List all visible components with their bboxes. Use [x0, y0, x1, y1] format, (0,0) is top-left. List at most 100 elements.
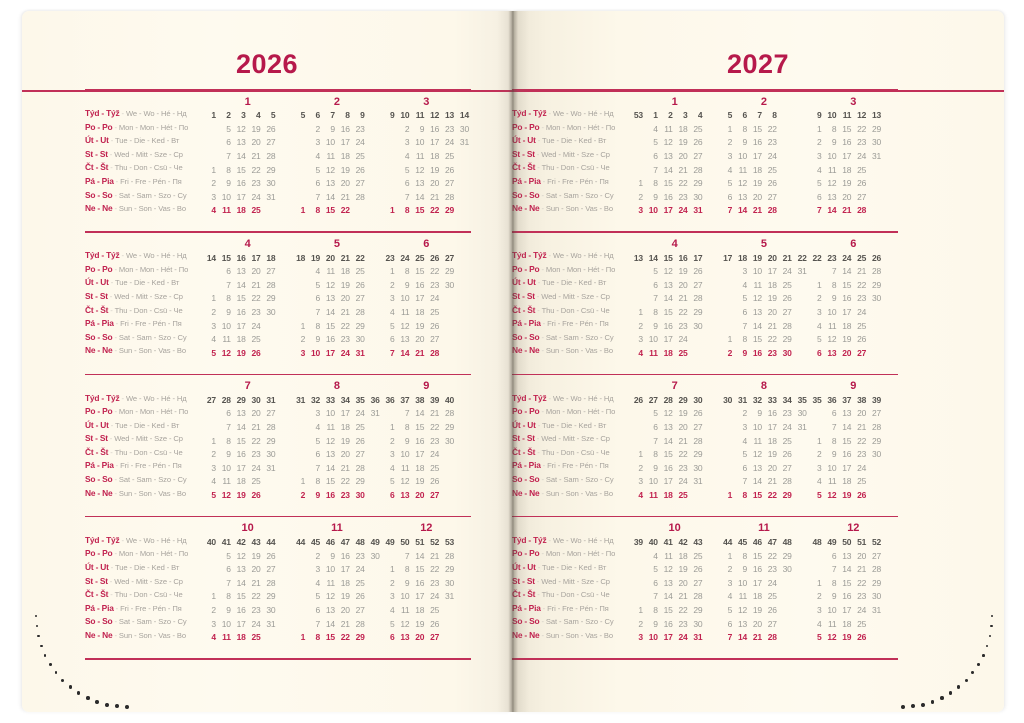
- day-cell: 2: [727, 137, 733, 148]
- day-cell: [382, 176, 397, 190]
- month-block[interactable]: 12 48 49 50 51 52 6 13 20 27 7 14 21 28 1 8 15 22 29 2 9 16 23…: [809, 521, 898, 644]
- day-cell: 13: [400, 334, 410, 345]
- month-block[interactable]: 1 1 2 3 4 5 5 12 19 26 6 13 20 27 7 14 21 28 1 8 15 22 29 2 9 16 2…: [203, 95, 292, 218]
- day-cell: [263, 204, 278, 218]
- month-block[interactable]: 3 9 10 11 12 13 1 8 15 22 29 2 9 16 23 30 3 10 17 24 31 4 11 18…: [809, 95, 898, 218]
- month-block[interactable]: 9 36 37 38 39 40 7 14 21 28 1 8 15 22 29 2 9 16 23 30 3 10 17 2…: [382, 379, 471, 502]
- month-block[interactable]: 5 18 19 20 21 22 4 11 18 25 5 12 19 26 6 13 20 27 7 14 21 28 1…: [292, 237, 381, 360]
- week-number-row: 44 45 46 47 48 49: [292, 535, 381, 549]
- weekday-row: 5 12 19 26: [382, 617, 471, 631]
- month-block[interactable]: 5 17 18 19 20 21 22 3 10 17 24 31 4 11 18 25 5 12 19 26 6 13 2…: [719, 237, 808, 360]
- month-block[interactable]: 11 44 45 46 47 48 1 8 15 22 29 2 9 16 23 30 3 10 17 24 4 11 18…: [719, 521, 808, 644]
- week-number-cell: 39: [430, 394, 440, 405]
- month-block[interactable]: 8 31 32 33 34 35 36 3 10 17 24 31 4 11 18 25 5 12 19 26 6 13 2…: [292, 379, 381, 502]
- day-cell: [277, 420, 292, 434]
- month-block[interactable]: 10 40 41 42 43 44 5 12 19 26 6 13 20 27 7 14 21 28 1 8 15 22 2…: [203, 521, 292, 644]
- weekday-row: 7 14 21 28: [203, 278, 292, 292]
- day-cell: 19: [678, 266, 688, 277]
- weekday-label-translations: Tue - Die - Ked - Вт: [115, 562, 180, 572]
- month-block[interactable]: 2 5 6 7 8 9 2 9 16 23 3 10 17 24 4 11 18 25 5 12 19 26 6 13 20 27…: [292, 95, 381, 218]
- day-cell: [367, 136, 382, 150]
- day-cell: [779, 590, 794, 604]
- day-cell: 27: [444, 178, 455, 189]
- day-cell: 20: [678, 421, 688, 432]
- month-block[interactable]: 1 53 1 2 3 4 4 11 18 25 5 12 19 26 6 13 20 27 7 14 21 28 1 8 15 2…: [630, 95, 719, 218]
- weekday-row: 1 8 15 22 29: [719, 332, 808, 346]
- week-number-cell: 1: [211, 110, 216, 121]
- week-number-cell: [277, 393, 292, 407]
- weekday-row: 4 11 18 25: [809, 617, 898, 631]
- weekday-label-native: Po - Po: [85, 263, 113, 274]
- month-block[interactable]: 2 5 6 7 8 1 8 15 22 2 9 16 23 3 10 17 24 4 11 18 25 5 12 19 26 6 1…: [719, 95, 808, 218]
- day-cell: 30: [871, 137, 882, 148]
- day-cell: 7: [404, 550, 410, 561]
- day-cell: 11: [649, 347, 658, 358]
- day-cell: 7: [404, 408, 410, 419]
- weekday-label-friday: Pá - Pia - Fri - Fre - Pén - Пя: [512, 602, 630, 616]
- day-cell: [868, 163, 883, 177]
- week-number-cell: 7: [330, 110, 335, 121]
- month-block[interactable]: 6 23 24 25 26 27 1 8 15 22 29 2 9 16 23 30 3 10 17 24 4 11 18 2…: [382, 237, 471, 360]
- day-cell: 10: [325, 137, 335, 148]
- month-block[interactable]: 7 27 28 29 30 31 6 13 20 27 7 14 21 28 1 8 15 22 29 2 9 16 23 3…: [203, 379, 292, 502]
- month-block[interactable]: 4 14 15 16 17 18 6 13 20 27 7 14 21 28 1 8 15 22 29 2 9 16 23 3…: [203, 237, 292, 360]
- month-block[interactable]: 7 26 27 28 29 30 5 12 19 26 6 13 20 27 7 14 21 28 1 8 15 22 29…: [630, 379, 719, 502]
- weekday-label-separator: -: [540, 603, 548, 613]
- weekday-row: 6 13 20 27: [292, 292, 381, 306]
- day-cell: [203, 149, 218, 163]
- day-cell: 11: [222, 205, 231, 216]
- weekday-label-native: So - So: [512, 189, 540, 200]
- weekday-row: 7 14 21 28: [630, 292, 719, 306]
- day-cell: 1: [390, 564, 395, 575]
- day-cell: [203, 136, 218, 150]
- day-cell: [883, 149, 898, 163]
- day-cell: 15: [842, 435, 852, 446]
- day-cell: 5: [742, 293, 748, 304]
- weekday-label-separator: -: [535, 136, 543, 146]
- day-cell: [292, 278, 307, 292]
- day-cell: 3: [404, 137, 410, 148]
- weekday-label-monday: Po - Po - Mon - Mon - Hét - По: [85, 405, 203, 419]
- month-block[interactable]: 6 22 23 24 25 26 7 14 21 28 1 8 15 22 29 2 9 16 23 30 3 10 17 2…: [809, 237, 898, 360]
- month-block[interactable]: 12 49 50 51 52 53 7 14 21 28 1 8 15 22 29 2 9 16 23 30 3 10 17…: [382, 521, 471, 644]
- sunday-row: 1 8 15 22 29: [292, 630, 381, 644]
- day-cell: 18: [767, 435, 777, 446]
- weekday-label-wednesday: St - St - Wed - Mitt - Sze - Ср: [85, 148, 203, 162]
- day-cell: 25: [857, 476, 867, 487]
- weekday-row: 4 11 18 25: [203, 332, 292, 346]
- month-block[interactable]: 9 35 36 37 38 39 6 13 20 27 7 14 21 28 1 8 15 22 29 2 9 16 23 3…: [809, 379, 898, 502]
- day-cell: [883, 617, 898, 631]
- day-cell: [441, 630, 456, 644]
- month-block[interactable]: 11 44 45 46 47 48 49 2 9 16 23 30 3 10 17 24 4 11 18 25 5 12 1…: [292, 521, 381, 644]
- weekday-row: 1 8 15 22 29: [630, 603, 719, 617]
- weekday-label-monday: Po - Po - Mon - Mon - Hét - По: [85, 121, 203, 135]
- weekday-row: 3 10 17 24: [809, 461, 898, 475]
- day-cell: [382, 407, 397, 421]
- month-block[interactable]: 3 9 10 11 12 13 14 2 9 16 23 30 3 10 17 24 31 4 11 18 25 5 12 1…: [382, 95, 471, 218]
- day-cell: [277, 549, 292, 563]
- day-cell: 29: [693, 178, 703, 189]
- day-cell: [868, 319, 883, 333]
- day-cell: 12: [236, 550, 246, 561]
- day-cell: [292, 447, 307, 461]
- day-cell: [367, 617, 382, 631]
- day-cell: 14: [842, 421, 852, 432]
- weekday-row: 1 8 15 22 29: [809, 278, 898, 292]
- weekday-label-friday: Pá - Pia - Fri - Fre - Pén - Пя: [512, 459, 630, 473]
- month-grid: 40 41 42 43 44 5 12 19 26 6 13 20 27 7 14 21 28 1 8 15 22 29 2…: [203, 535, 292, 644]
- weekday-label-native: Pá - Pia: [512, 175, 541, 186]
- weekday-label-tuesday: Út - Ut - Tue - Die - Ked - Вт: [512, 134, 630, 148]
- weekday-row: 1 8 15 22 29: [382, 264, 471, 278]
- weekday-label-native: Týd - Týž: [85, 108, 120, 118]
- day-cell: 30: [782, 347, 792, 358]
- week-number-cell: 31: [296, 394, 306, 405]
- month-block[interactable]: 8 30 31 32 33 34 35 2 9 16 23 30 3 10 17 24 31 4 11 18 25 5 12…: [719, 379, 808, 502]
- day-cell: [704, 549, 719, 563]
- day-cell: [794, 136, 809, 150]
- month-block[interactable]: 4 13 14 15 16 17 5 12 19 26 6 13 20 27 7 14 21 28 1 8 15 22 29…: [630, 237, 719, 360]
- day-cell: 17: [340, 564, 350, 575]
- day-cell: 7: [404, 191, 410, 202]
- weekday-label-separator: -: [535, 420, 543, 430]
- month-block[interactable]: 10 39 40 41 42 43 4 11 18 25 5 12 19 26 6 13 20 27 7 14 21 28…: [630, 521, 719, 644]
- week-number-cell: [456, 393, 471, 407]
